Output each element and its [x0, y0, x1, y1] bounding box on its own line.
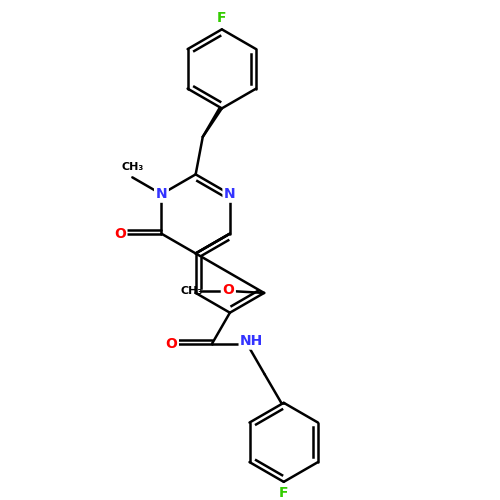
Text: N: N [224, 187, 235, 201]
Text: O: O [114, 226, 126, 240]
Text: N: N [156, 187, 167, 201]
Text: CH₃: CH₃ [121, 162, 144, 172]
Text: F: F [279, 486, 288, 500]
Text: NH: NH [240, 334, 264, 348]
Text: F: F [217, 12, 226, 26]
Text: CH₃: CH₃ [181, 286, 203, 296]
Text: O: O [166, 336, 177, 350]
Text: O: O [222, 284, 234, 298]
